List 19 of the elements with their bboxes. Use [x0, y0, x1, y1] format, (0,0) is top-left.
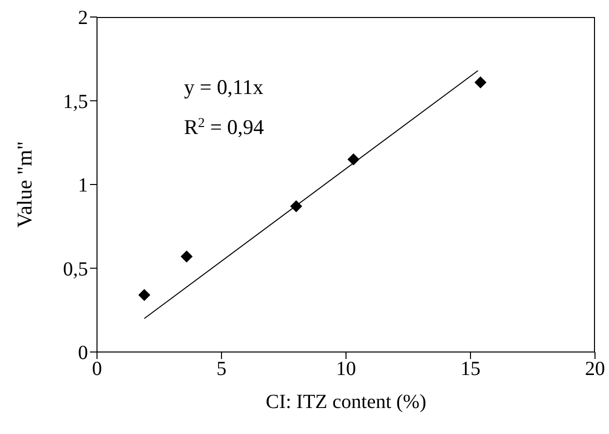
y-tick-label: 0,5	[63, 258, 88, 280]
y-axis-title: Value "m"	[12, 141, 36, 228]
point	[138, 289, 150, 302]
x-tick-label: 15	[460, 358, 480, 380]
y-tick-label: 1	[78, 174, 88, 197]
x-tick-label: 0	[92, 358, 102, 380]
x-tick-label: 5	[216, 358, 226, 380]
y-tick-label: 0	[78, 342, 88, 364]
point	[347, 153, 360, 166]
x-axis-title: CI: ITZ content (%)	[266, 391, 426, 413]
y-tick-label: 1,5	[63, 90, 88, 113]
annotation: R$^{2}$ = 0,94	[184, 114, 264, 139]
y-tick-label: 2	[78, 7, 88, 30]
x-tick-label: 20	[585, 358, 605, 380]
annotation: y = 0,11x	[184, 75, 264, 99]
x-tick-label: 10	[336, 358, 356, 380]
point	[474, 76, 486, 88]
point	[180, 250, 193, 263]
point	[290, 200, 302, 212]
